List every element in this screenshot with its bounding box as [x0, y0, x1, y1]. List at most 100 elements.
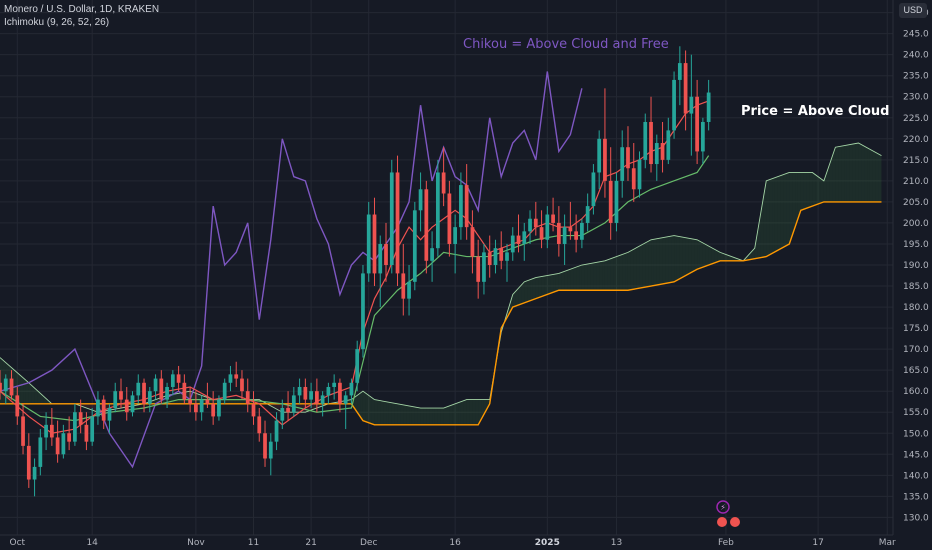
cloud-segment: [613, 256, 617, 291]
price-tick-label: 210.0: [903, 177, 929, 187]
time-tick-label: Nov: [187, 538, 205, 548]
candle: [654, 134, 659, 181]
symbol-legend[interactable]: Monero / U.S. Dollar, 1D, KRAKEN: [4, 4, 160, 15]
candle-body: [38, 437, 43, 467]
candle: [643, 113, 648, 169]
cloud-segment: [469, 399, 473, 425]
candle-body: [136, 382, 141, 396]
indicator-legend[interactable]: Ichimoku (9, 26, 52, 26): [4, 17, 110, 28]
candle-body: [493, 248, 498, 265]
candle: [591, 164, 596, 215]
candle-body: [401, 273, 406, 299]
cloud-segment: [763, 180, 767, 258]
cloud-segment: [668, 236, 672, 283]
candle-body: [142, 382, 146, 404]
candle-body: [194, 403, 198, 413]
candle: [355, 340, 360, 392]
candle-body: [361, 273, 365, 350]
candle: [631, 143, 636, 202]
candle: [182, 374, 187, 404]
time-tick-label: Dec: [360, 538, 377, 548]
candle: [61, 424, 66, 459]
cloud-segment: [878, 154, 882, 202]
candle-body: [338, 382, 342, 404]
event-markers[interactable]: ⚡: [716, 500, 740, 527]
cloud-segment: [348, 399, 352, 404]
time-tick-label: 16: [449, 538, 461, 548]
candle: [608, 147, 613, 240]
cloud-segment: [40, 393, 44, 404]
candle: [240, 370, 244, 400]
price-axis[interactable]: 130.0 135.0 140.0 145.0 150.0 155.0 160.0 165.0…: [892, 0, 932, 550]
cloud-segment: [432, 408, 435, 425]
cloud-segment: [665, 236, 669, 284]
lightning-icon[interactable]: [716, 500, 730, 514]
candle-body: [539, 227, 544, 240]
candle-body: [660, 143, 665, 160]
price-tick-label: 215.0: [903, 156, 929, 166]
cloud-segment: [446, 405, 450, 425]
cloud-segment: [772, 177, 775, 254]
cloud-segment: [440, 408, 444, 425]
price-tick-label: 165.0: [903, 366, 929, 376]
time-axis[interactable]: Oct 14 Nov 11 21 Dec 16 2025 13 Feb 17 Mar: [0, 534, 896, 548]
candle: [401, 243, 406, 316]
price-tick-label: 170.0: [903, 345, 929, 355]
candle-body: [378, 243, 383, 274]
candle: [280, 399, 285, 430]
candle-body: [90, 416, 95, 442]
price-tick-label: 240.0: [903, 51, 929, 61]
cloud-segment: [420, 408, 424, 425]
price-tick-label: 175.0: [903, 324, 929, 334]
cloud-segment: [714, 249, 718, 263]
cloud-segment: [636, 246, 640, 289]
candle-body: [562, 227, 567, 244]
flag-icon[interactable]: [730, 517, 740, 527]
cloud-segment: [584, 263, 588, 291]
candle-body: [165, 386, 169, 400]
cloud-segment: [792, 172, 796, 236]
cloud-segment: [789, 172, 793, 244]
candle: [533, 201, 538, 236]
time-tick-label: 21: [305, 538, 316, 548]
price-axis-bg: [893, 0, 932, 550]
candle-body: [620, 147, 625, 181]
candle: [637, 151, 642, 198]
candle: [389, 159, 394, 274]
candle: [113, 382, 118, 413]
cloud-segment: [685, 237, 689, 276]
cloud-segment: [852, 143, 856, 202]
cloud-segment: [452, 403, 456, 425]
candle-body: [591, 172, 596, 207]
candle-body: [199, 399, 204, 413]
candle: [447, 180, 452, 257]
candle: [320, 391, 325, 417]
cloud-segment: [676, 236, 680, 281]
cloud-segment: [86, 403, 90, 410]
cloud-segment: [550, 274, 554, 294]
candle: [176, 365, 181, 392]
candle-body: [119, 391, 123, 400]
candle: [0, 370, 2, 400]
candle: [493, 239, 498, 274]
candle: [545, 206, 550, 249]
cloud-segment: [527, 279, 531, 302]
candle-body: [603, 138, 607, 181]
candle: [9, 370, 14, 400]
candle: [211, 391, 216, 425]
price-tick-label: 190.0: [903, 261, 929, 271]
candle: [407, 265, 411, 316]
candle: [695, 79, 699, 165]
candle-body: [240, 378, 244, 392]
currency-badge[interactable]: USD: [899, 3, 927, 18]
candle-body: [320, 395, 325, 404]
cloud-segment: [414, 406, 418, 425]
candle: [73, 403, 77, 446]
flag-icon[interactable]: [717, 517, 727, 527]
candle: [205, 382, 210, 409]
candle-body: [170, 374, 175, 387]
cloud-segment: [362, 391, 366, 422]
candle-body: [113, 391, 118, 409]
candle-body: [297, 386, 302, 396]
